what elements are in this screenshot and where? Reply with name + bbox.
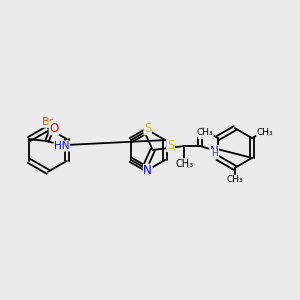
- Text: O: O: [49, 122, 58, 135]
- Text: O: O: [199, 126, 208, 139]
- Text: CH₃: CH₃: [175, 159, 194, 169]
- Text: N: N: [210, 146, 218, 158]
- Text: HN: HN: [54, 141, 70, 151]
- Text: S: S: [167, 139, 174, 152]
- Text: CH₃: CH₃: [226, 175, 243, 184]
- Text: N: N: [143, 164, 152, 177]
- Text: S: S: [144, 122, 152, 135]
- Text: CH₃: CH₃: [256, 128, 273, 137]
- Text: CH₃: CH₃: [196, 128, 213, 137]
- Text: H: H: [211, 149, 218, 158]
- Text: Br: Br: [42, 117, 54, 127]
